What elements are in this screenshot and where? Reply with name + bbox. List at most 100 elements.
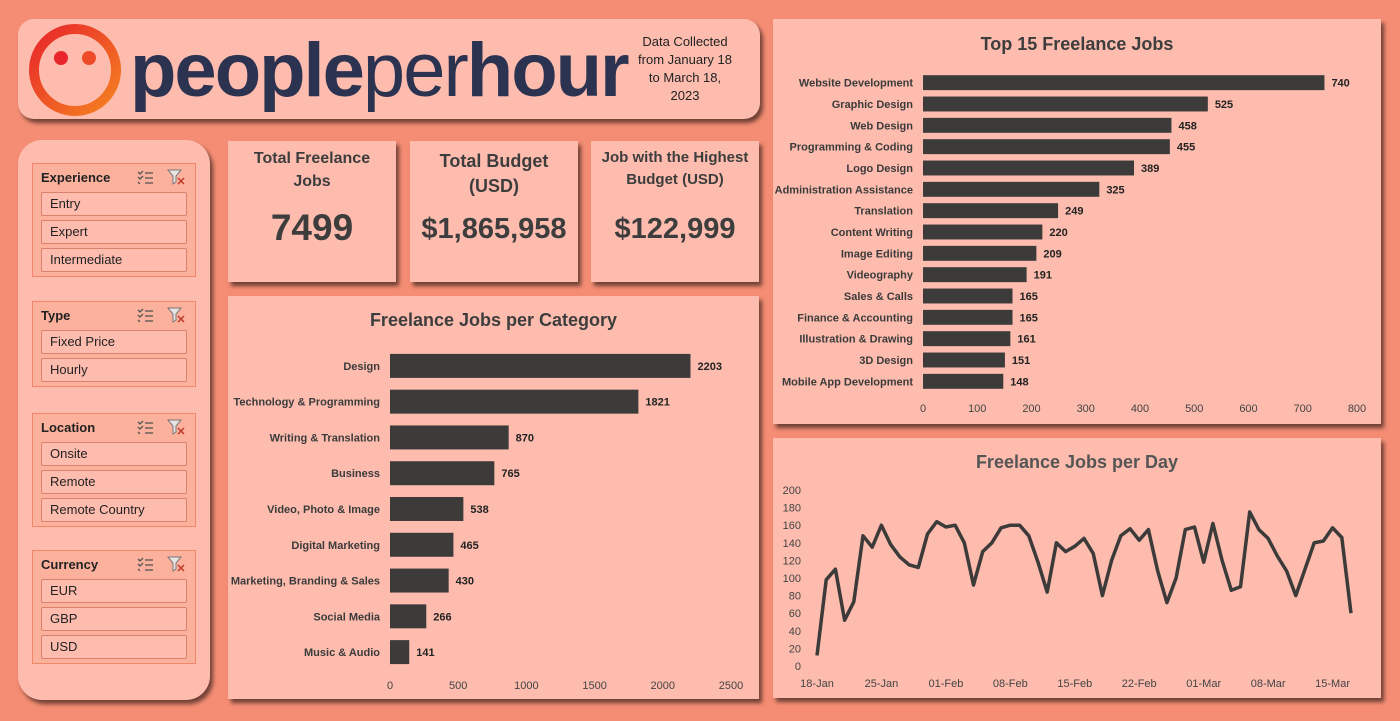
clear-filter-icon[interactable] — [167, 307, 185, 323]
chart-title: Freelance Jobs per Category — [369, 310, 618, 330]
category-chart-card: Freelance Jobs per Category Design 2203 Te… — [228, 296, 759, 699]
data-note-line: 2023 — [670, 88, 700, 103]
y-tick-label: 0 — [795, 661, 801, 673]
data-label: 389 — [1141, 163, 1159, 175]
slicer-header: Experience — [33, 164, 195, 190]
slicer-item-eur[interactable]: EUR — [41, 579, 187, 603]
slicer-header: Type — [33, 302, 195, 328]
category-label: Marketing, Branding & Sales — [231, 576, 380, 588]
data-label: 430 — [456, 576, 474, 588]
y-tick-label: 180 — [783, 503, 801, 515]
x-tick-label: 0 — [920, 403, 926, 415]
multi-select-icon[interactable] — [137, 557, 153, 571]
y-tick-label: 40 — [789, 626, 801, 638]
clear-filter-icon[interactable] — [167, 419, 185, 435]
x-tick-label: 700 — [1294, 403, 1312, 415]
top15-chart-card: Top 15 Freelance Jobs Website Developmen… — [773, 19, 1381, 424]
slicer-currency: Currency EUR GBP USD — [32, 550, 196, 664]
bar — [923, 96, 1208, 112]
clear-filter-icon[interactable] — [167, 169, 185, 185]
slicer-item-entry[interactable]: Entry — [41, 192, 187, 216]
bar — [923, 224, 1043, 240]
multi-select-icon[interactable] — [137, 170, 153, 184]
logo-word-per: per — [362, 28, 469, 113]
bar — [923, 288, 1013, 304]
kpi-total-jobs: Total Freelance Jobs 7499 — [228, 141, 396, 282]
category-label: Digital Marketing — [291, 540, 380, 552]
x-tick-label: 2000 — [651, 680, 675, 692]
data-label: 740 — [1331, 78, 1349, 90]
clear-filter-icon[interactable] — [167, 556, 185, 572]
slicer-item-gbp[interactable]: GBP — [41, 607, 187, 631]
peopleperhour-logo-icon — [29, 24, 121, 116]
x-tick-label: 22-Feb — [1122, 678, 1157, 690]
category-label: Image Editing — [841, 248, 913, 260]
slicer-item-usd[interactable]: USD — [41, 635, 187, 659]
x-tick-label: 100 — [968, 403, 986, 415]
category-label: Graphic Design — [832, 99, 914, 111]
bar — [923, 245, 1037, 261]
bar — [390, 640, 410, 665]
slicer-item-remote-country[interactable]: Remote Country — [41, 498, 187, 522]
kpi-value: $1,865,958 — [421, 213, 567, 245]
slicer-item-onsite[interactable]: Onsite — [41, 442, 187, 466]
slicer-item-hourly[interactable]: Hourly — [41, 358, 187, 382]
bar — [923, 139, 1170, 155]
data-note-line: Data Collected — [642, 34, 728, 49]
category-label: Content Writing — [831, 227, 913, 239]
x-tick-label: 1000 — [514, 680, 538, 692]
x-tick-label: 15-Mar — [1315, 678, 1350, 690]
data-label: 2203 — [697, 361, 721, 373]
slicer-type: Type Fixed Price Hourly — [32, 301, 196, 387]
category-label: Music & Audio — [304, 647, 380, 659]
data-label: 538 — [470, 504, 488, 516]
kpi-value: $122,999 — [614, 213, 736, 245]
data-label: 151 — [1012, 355, 1030, 367]
peopleperhour-logo: peopleperhour — [130, 33, 630, 109]
bar — [923, 203, 1059, 219]
chart-title: Freelance Jobs per Day — [975, 452, 1179, 472]
data-label: 458 — [1178, 120, 1196, 132]
bar — [390, 497, 464, 521]
jobs-per-day-line-chart: 0 20 40 60 80 100 120 140 160 180 200 18-Jan 25-Jan 0… — [783, 485, 1353, 690]
slicer-title: Experience — [41, 170, 111, 185]
x-tick-label: 600 — [1239, 403, 1257, 415]
slicer-item-remote[interactable]: Remote — [41, 470, 187, 494]
category-label: Sales & Calls — [844, 291, 913, 303]
x-tick-label: 01-Mar — [1186, 678, 1221, 690]
slicer-item-fixed-price[interactable]: Fixed Price — [41, 330, 187, 354]
category-label: Illustration & Drawing — [799, 334, 913, 346]
category-label: Design — [343, 361, 380, 373]
slicer-item-expert[interactable]: Expert — [41, 220, 187, 244]
bar — [923, 331, 1011, 347]
x-tick-label: 800 — [1348, 403, 1366, 415]
bar — [923, 160, 1135, 176]
data-label: 220 — [1049, 227, 1067, 239]
category-label: Programming & Coding — [790, 142, 913, 154]
data-label: 148 — [1010, 376, 1028, 388]
data-label: 249 — [1065, 206, 1083, 218]
category-label: Writing & Translation — [270, 432, 381, 444]
bar — [923, 181, 1100, 197]
multi-select-icon[interactable] — [137, 420, 153, 434]
bar — [923, 267, 1027, 283]
slicer-item-intermediate[interactable]: Intermediate — [41, 248, 187, 272]
chart-title: Top 15 Freelance Jobs — [980, 34, 1174, 54]
slicer-title: Currency — [41, 557, 99, 572]
header-banner: peopleperhour Data Collected from Januar… — [18, 19, 760, 119]
data-label: 870 — [516, 432, 534, 444]
multi-select-icon[interactable] — [137, 308, 153, 322]
data-label: 191 — [1034, 270, 1052, 282]
category-label: Technology & Programming — [234, 397, 380, 409]
data-label: 161 — [1017, 334, 1035, 346]
x-tick-label: 300 — [1077, 403, 1095, 415]
x-tick-label: 25-Jan — [865, 678, 899, 690]
x-tick-label: 500 — [1185, 403, 1203, 415]
x-tick-label: 15-Feb — [1057, 678, 1092, 690]
bar — [923, 352, 1005, 368]
data-label: 165 — [1020, 291, 1038, 303]
category-label: Mobile App Development — [782, 376, 913, 388]
bar — [923, 75, 1325, 91]
data-label: 765 — [501, 468, 519, 480]
bar — [390, 568, 449, 593]
